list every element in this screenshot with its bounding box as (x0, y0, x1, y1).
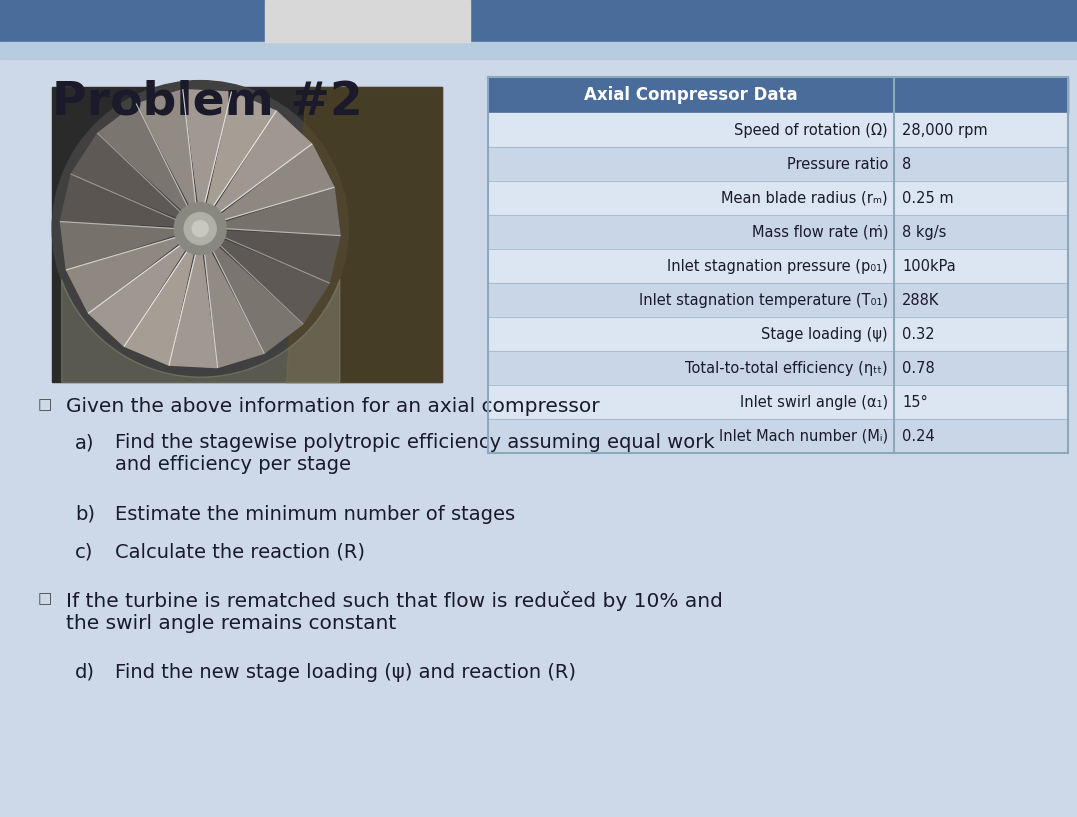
Bar (0, 42, 1077, 59)
Text: If the turbine is rematched such that flow is redučed by 10% and
the swirl angle: If the turbine is rematched such that fl… (66, 591, 723, 633)
Polygon shape (71, 133, 181, 217)
Polygon shape (221, 145, 334, 220)
Text: Inlet Mach number (Mᵢ): Inlet Mach number (Mᵢ) (718, 428, 889, 444)
Bar (894, 77, 1068, 113)
Text: Mean blade radius (rₘ): Mean blade radius (rₘ) (722, 190, 889, 206)
Polygon shape (60, 221, 176, 270)
Text: Speed of rotation (Ω): Speed of rotation (Ω) (735, 123, 889, 137)
Bar (265, 0, 470, 42)
Text: Estimate the minimum number of stages: Estimate the minimum number of stages (115, 505, 515, 524)
Polygon shape (67, 237, 180, 313)
Text: □: □ (38, 591, 53, 606)
Polygon shape (207, 92, 276, 207)
Text: Mass flow rate (ṁ): Mass flow rate (ṁ) (752, 225, 889, 239)
Circle shape (184, 212, 216, 244)
Bar (488, 385, 1068, 419)
Circle shape (174, 203, 226, 255)
Polygon shape (224, 188, 340, 235)
Polygon shape (215, 111, 312, 212)
Text: a): a) (75, 433, 95, 452)
Text: 0.78: 0.78 (903, 360, 935, 376)
Polygon shape (205, 252, 264, 368)
Text: Axial Compressor Data: Axial Compressor Data (584, 86, 798, 104)
Bar (488, 113, 1068, 147)
Text: 100kPa: 100kPa (903, 258, 955, 274)
Bar (488, 147, 1068, 181)
Text: 0.32: 0.32 (903, 327, 935, 342)
Bar (488, 215, 1068, 249)
Polygon shape (224, 231, 340, 283)
Bar (488, 351, 1068, 385)
Text: 15°: 15° (903, 395, 927, 409)
Circle shape (192, 221, 208, 237)
Polygon shape (60, 174, 177, 226)
Text: d): d) (75, 663, 95, 682)
Text: Find the stagewise polytropic efficiency assuming equal work
and efficiency per : Find the stagewise polytropic efficiency… (115, 433, 715, 474)
Bar (0, 0, 1077, 42)
Text: Pressure ratio: Pressure ratio (786, 157, 889, 172)
Polygon shape (212, 247, 303, 353)
Polygon shape (220, 239, 328, 324)
Text: Given the above information for an axial compressor: Given the above information for an axial… (66, 397, 600, 416)
Text: c): c) (75, 543, 94, 562)
Text: Calculate the reaction (R): Calculate the reaction (R) (115, 543, 365, 562)
Bar (488, 181, 1068, 215)
Text: Stage loading (ψ): Stage loading (ψ) (761, 327, 889, 342)
Bar (488, 283, 1068, 317)
Polygon shape (98, 104, 187, 211)
Bar (52, 87, 442, 382)
Text: Inlet swirl angle (α₁): Inlet swirl angle (α₁) (740, 395, 889, 409)
Text: 0.25 m: 0.25 m (903, 190, 953, 206)
Polygon shape (169, 253, 216, 368)
Text: 28,000 rpm: 28,000 rpm (903, 123, 988, 137)
Bar (488, 249, 1068, 283)
Polygon shape (183, 90, 232, 204)
Bar (488, 77, 1068, 453)
Polygon shape (88, 244, 185, 346)
Text: □: □ (38, 397, 53, 412)
Polygon shape (286, 87, 442, 382)
Text: b): b) (75, 505, 95, 524)
Text: Problem #2: Problem #2 (52, 79, 363, 124)
Text: 8 kg/s: 8 kg/s (903, 225, 947, 239)
Text: 288K: 288K (903, 292, 939, 307)
Polygon shape (124, 250, 193, 365)
Circle shape (52, 81, 348, 377)
Text: Total-to-total efficiency (ηₜₜ): Total-to-total efficiency (ηₜₜ) (685, 360, 889, 376)
Bar (488, 419, 1068, 453)
Text: Inlet stagnation temperature (T₀₁): Inlet stagnation temperature (T₀₁) (639, 292, 889, 307)
Text: Inlet stagnation pressure (p₀₁): Inlet stagnation pressure (p₀₁) (668, 258, 889, 274)
Polygon shape (137, 90, 196, 206)
Bar (488, 77, 894, 113)
Text: Find the new stage loading (ψ) and reaction (R): Find the new stage loading (ψ) and react… (115, 663, 576, 682)
Text: 8: 8 (903, 157, 911, 172)
Bar (488, 317, 1068, 351)
Text: 0.24: 0.24 (903, 428, 935, 444)
